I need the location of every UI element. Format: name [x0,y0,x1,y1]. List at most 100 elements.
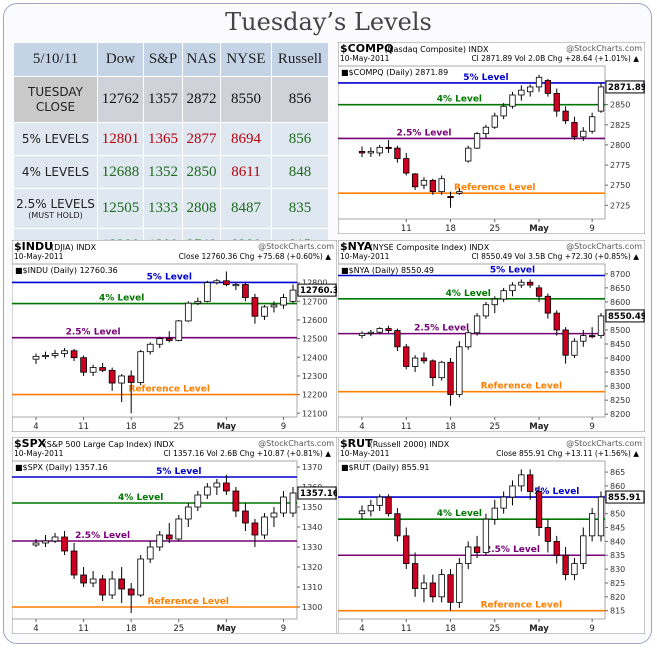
table-row: TUESDAY CLOSE 12762 1357 2872 8550 856 [13,76,329,123]
x-tick-label: 9 [281,422,286,432]
candle-body [32,355,40,360]
level-label: 2.5% Level [66,328,121,338]
candle-body [509,284,516,292]
candle-body [571,340,578,356]
y-tick-label: 12600 [302,316,327,325]
candle-body [165,338,173,341]
chart-date: 10-May-2011 [340,54,390,63]
row-label-text: 2.5% LEVELS [16,197,95,211]
col-header: NYSE [220,42,272,77]
candle-body [376,328,383,333]
chart-name: (Russell 2000) INDX [370,440,450,449]
candle-body [589,513,596,537]
y-tick-label: 860 [610,482,625,491]
candle-body [544,527,552,542]
y-tick-label: 865 [610,468,625,477]
x-tick-label: 11 [401,224,412,234]
row-sublabel: (MUST HOLD) [28,211,83,220]
candle-body [429,582,436,598]
col-header: Dow [97,42,144,77]
candle-body [242,284,249,298]
level-label: 2.5% Level [414,324,469,334]
candle-body [438,574,445,598]
levels-table: 5/10/11 Dow S&P NAS NYSE Russell TUESDAY… [13,42,329,262]
candle-body [270,512,278,518]
candle-body [447,574,454,603]
chart-background [12,437,337,634]
table-cell: 848 [271,155,329,189]
candle-body [261,306,268,317]
candle-body [491,298,498,306]
candle-body [438,178,445,193]
chart-legend: ■$INDU (Daily) 12760.36 [15,266,118,275]
candle-body [473,546,481,553]
x-tick-label: May [529,624,549,634]
x-tick-label: 11 [401,624,412,634]
y-tick-label: 1330 [302,543,322,552]
chart-nya: $NYA(NYSE Composite Index) INDX @StockCha… [338,240,645,432]
candle-body [491,507,498,520]
candle-body [42,355,49,358]
candle-body [411,357,419,367]
candle-body [137,351,145,383]
candle-body [137,558,145,596]
candle-body [420,582,428,589]
y-tick-label: 2775 [610,161,630,170]
candle-body [518,474,525,487]
candle-body [562,110,569,122]
y-tick-label: 8300 [610,382,630,391]
y-tick-label: 835 [610,551,625,560]
candle-body [473,315,481,334]
x-tick-label: 25 [489,624,500,634]
candle-body [420,179,428,186]
candle-body [232,490,240,512]
candle-body [403,346,410,367]
candle-body [194,300,202,304]
table-cell: 856 [271,122,329,156]
candle-body [394,147,401,160]
candle-body [127,375,135,383]
level-label: 2.5% Level [485,545,540,555]
y-tick-label: 840 [610,537,625,546]
x-tick-label: 11 [78,624,89,634]
candle-body [80,574,87,584]
y-tick-label: 8450 [610,340,630,349]
y-tick-label: 1310 [302,583,322,592]
chart-source: @StockCharts.com [566,242,642,251]
candle-body [108,578,116,596]
table-cell: 1365 [143,122,183,156]
table-cell: 1352 [143,155,183,189]
chart-source: @StockCharts.com [258,439,334,448]
last-value-box [297,486,337,500]
chart-source: @StockCharts.com [566,44,642,53]
y-tick-label: 1300 [302,603,322,612]
chart-indu: $INDU(DJIA) INDX @StockCharts.com 10-May-2… [12,240,337,432]
chart-date: 10-May-2011 [14,449,64,458]
chart-name: (NYSE Composite Index) INDX [370,243,490,252]
chart-name: (Nasdaq Composite) INDX [384,45,489,54]
level-label: Reference Level [481,382,562,392]
candle-body [376,146,383,154]
y-tick-label: 815 [610,607,625,616]
last-value-label: 2871.89 [608,83,645,93]
y-tick-label: 8250 [610,396,630,405]
level-label: 2.5% Level [396,128,451,138]
candle-body [367,504,374,512]
candle-body [589,116,596,132]
candle-body [99,578,106,596]
candle-body [535,287,543,297]
candle-body [146,546,154,560]
candle-body [261,516,268,536]
x-tick-label: 11 [78,422,89,432]
candle-body [156,338,164,345]
candle-body [544,295,552,314]
x-tick-label: 4 [359,624,364,634]
table-cell: 12505 [97,188,144,229]
candle-body [385,328,392,331]
candle-body [509,485,516,498]
x-tick-label: May [217,624,237,634]
candle-body [394,330,401,348]
x-tick-label: 25 [173,624,184,634]
candle-body [32,542,40,546]
level-label: 4% Level [118,493,163,503]
